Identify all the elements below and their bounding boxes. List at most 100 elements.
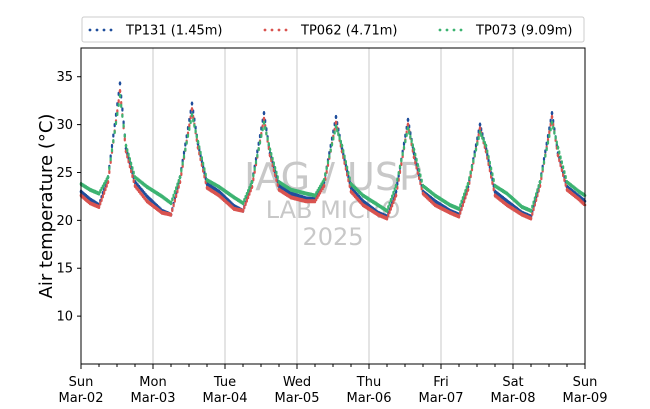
data-point (232, 196, 236, 199)
x-axis: SunMar-02MonMar-03TueMar-04WedMar-05ThuM… (59, 364, 608, 406)
x-tick-label: Mar-04 (203, 391, 248, 406)
legend-frame (81, 16, 585, 43)
data-point (505, 203, 509, 207)
data-point (241, 209, 245, 213)
legend-marker (88, 28, 92, 32)
legend-label: TP131 (1.45m) (125, 24, 222, 39)
data-point (421, 184, 425, 188)
legend-marker (284, 28, 288, 32)
data-point (277, 188, 281, 192)
data-point (478, 130, 482, 134)
data-point (289, 192, 293, 195)
data-point (433, 203, 437, 207)
x-tick-label: Mon (139, 375, 166, 390)
data-point (577, 190, 581, 193)
data-point (241, 201, 245, 205)
data-point (97, 192, 101, 195)
data-point (217, 194, 221, 197)
data-point (550, 115, 554, 119)
data-point (466, 182, 470, 186)
data-point (394, 194, 398, 197)
data-point (505, 192, 509, 195)
data-point (406, 123, 410, 126)
data-point (160, 211, 164, 214)
data-point (505, 199, 509, 203)
legend-marker (270, 28, 274, 32)
data-point (262, 117, 266, 121)
watermark-line-3: 2025 (302, 223, 363, 251)
data-point (349, 182, 353, 186)
data-point (529, 209, 533, 213)
y-tick-label: 10 (56, 310, 73, 325)
x-tick-label: Mar-07 (419, 391, 464, 406)
legend-marker (459, 28, 463, 32)
data-point (361, 203, 365, 207)
data-point (304, 192, 308, 195)
legend-marker (102, 28, 106, 32)
legend-marker (95, 28, 99, 32)
data-point (217, 190, 221, 193)
data-point (493, 194, 497, 197)
y-axis-title: Air temperature (°C) (36, 114, 57, 299)
data-point (262, 111, 266, 115)
legend-marker (445, 28, 449, 32)
data-point (322, 178, 326, 182)
data-point (550, 121, 554, 124)
data-point (448, 211, 452, 214)
data-point (457, 215, 461, 218)
legend-marker (438, 28, 442, 32)
data-point (205, 178, 209, 182)
data-point (145, 185, 149, 189)
data-point (169, 201, 173, 205)
data-point (145, 199, 149, 203)
x-tick-label: Mar-09 (563, 391, 608, 406)
data-point (433, 199, 437, 203)
data-point (124, 144, 128, 147)
data-point (478, 123, 482, 126)
data-point (334, 125, 338, 128)
data-point (550, 111, 554, 115)
x-tick-label: Thu (356, 375, 381, 390)
data-point (361, 194, 365, 197)
data-point (178, 175, 182, 179)
data-point (406, 118, 410, 122)
x-tick-label: Sat (502, 375, 523, 390)
x-tick-label: Mar-06 (347, 391, 392, 406)
x-tick-label: Mar-05 (275, 391, 320, 406)
data-point (433, 194, 437, 197)
data-point (118, 89, 122, 93)
x-tick-label: Tue (213, 375, 236, 390)
data-point (313, 194, 317, 197)
data-point (88, 198, 92, 201)
y-tick-label: 35 (56, 70, 73, 85)
legend-item: TP131 (1.45m) (88, 24, 222, 39)
data-point (250, 180, 254, 184)
data-point (232, 207, 236, 211)
data-point (262, 121, 266, 124)
data-point (88, 201, 92, 205)
data-point (322, 184, 326, 188)
data-point (565, 188, 569, 192)
x-tick-label: Wed (283, 375, 311, 390)
watermark: IAG / USP LAB MICRO 2025 (244, 155, 422, 251)
x-tick-label: Mar-02 (59, 391, 104, 406)
x-tick-label: Sun (573, 375, 598, 390)
legend-label: TP073 (9.09m) (475, 24, 572, 39)
data-point (484, 144, 488, 147)
data-point (556, 146, 560, 149)
data-point (340, 147, 344, 150)
y-tick-label: 25 (56, 166, 73, 181)
legend-item: TP062 (4.71m) (263, 24, 397, 39)
y-tick-label: 30 (56, 118, 73, 133)
data-point (217, 185, 221, 189)
y-axis: 10 15 20 25 30 35 (56, 70, 81, 325)
data-point (304, 199, 308, 203)
data-point (421, 192, 425, 195)
data-point (556, 153, 560, 157)
series-2 (79, 88, 587, 221)
data-point (448, 203, 452, 207)
data-point (376, 203, 380, 207)
y-tick-label: 15 (56, 262, 73, 277)
data-point (334, 121, 338, 124)
